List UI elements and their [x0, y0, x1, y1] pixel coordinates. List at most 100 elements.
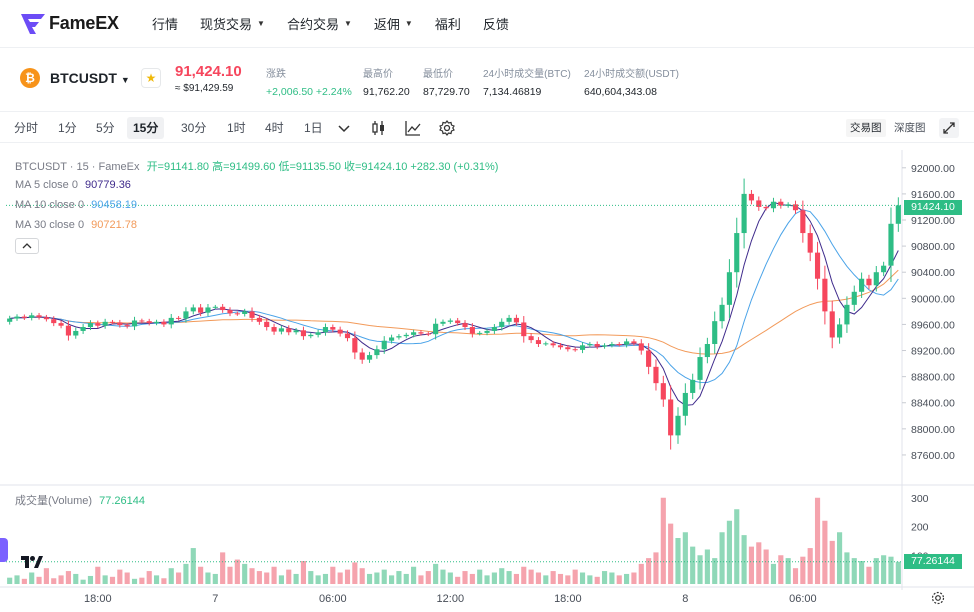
price-chart[interactable]: 87600.00 88000.00 88400.00 88800.00 89200.00… — [0, 150, 974, 612]
candlestick-type-icon[interactable] — [371, 120, 387, 136]
more-intervals-chevron-icon[interactable] — [336, 120, 352, 136]
chevron-down-icon: ▼ — [404, 19, 413, 28]
nav-item-rewards[interactable]: 福利 — [434, 17, 461, 32]
candle-body — [477, 332, 483, 334]
expand-icon — [943, 122, 955, 134]
price-tick-label: 92000.00 — [911, 163, 955, 175]
volume-bar — [565, 575, 571, 584]
volume-bar — [859, 561, 865, 584]
volume-bar — [315, 575, 321, 584]
indicator-chart-icon[interactable] — [405, 120, 421, 136]
volume-bar — [278, 575, 284, 584]
volume-bar — [308, 571, 314, 584]
nav-item-feedback[interactable]: 反馈 — [482, 17, 509, 32]
volume-bar — [176, 572, 182, 584]
chevron-down-icon: ▼ — [343, 19, 352, 28]
candle-body — [396, 336, 402, 338]
volume-tick-label: 300 — [911, 493, 929, 505]
volume-bar — [814, 497, 821, 584]
ma5-line — [9, 201, 899, 406]
candle-body — [822, 278, 828, 312]
volume-bar — [102, 575, 108, 584]
volume-bar — [609, 572, 615, 584]
volume-bar — [300, 561, 307, 584]
volume-bar — [837, 532, 843, 584]
candle-body — [609, 344, 615, 346]
volume-bar — [212, 573, 218, 584]
candle-body — [807, 233, 813, 253]
ma10-line — [9, 209, 899, 384]
volume-bar — [866, 566, 872, 584]
legend-title: BTCUSDT · 15 · FameEx — [15, 161, 140, 173]
volume-bar — [719, 532, 725, 584]
candle-body — [286, 328, 292, 333]
candle-body — [168, 317, 174, 325]
nav-item-spot[interactable]: 现货交易 ▼ — [200, 17, 265, 32]
tab-trading-chart[interactable]: 交易图 — [846, 119, 886, 137]
fullscreen-button[interactable] — [939, 118, 959, 138]
candle-body — [73, 330, 79, 336]
chart-settings-gear-icon[interactable] — [439, 120, 455, 136]
volume-bar — [543, 575, 549, 584]
candle-body — [176, 317, 182, 319]
volume-bar — [712, 558, 718, 584]
candle-body — [212, 306, 218, 308]
interval-15m[interactable]: 15分 — [127, 117, 165, 139]
volume-bar — [168, 568, 174, 584]
candle-body — [58, 323, 64, 326]
volume-bar — [447, 572, 453, 584]
chart-legend-ohlc: BTCUSDT · 15 · FameEx 开=91141.80 高=91499… — [15, 158, 498, 174]
candle-body — [734, 233, 740, 273]
candle-body — [690, 379, 696, 393]
volume-bar — [726, 520, 732, 584]
caret-down-icon: ▼ — [120, 75, 130, 85]
nav-item-market[interactable]: 行情 — [152, 17, 179, 32]
candle-body — [183, 311, 189, 319]
candle-body — [249, 311, 255, 318]
candle-body — [829, 311, 835, 338]
volume-bar — [418, 575, 424, 584]
favorite-star-icon[interactable]: ★ — [141, 68, 161, 88]
candle-body — [814, 252, 821, 279]
volume-bar — [528, 569, 534, 584]
brand-logo[interactable]: FameEX — [20, 13, 130, 35]
candle-body — [594, 344, 600, 347]
volume-bar — [131, 578, 138, 584]
interval-1d[interactable]: 1日 — [304, 121, 323, 135]
volume-bar — [374, 572, 380, 584]
tab-depth-chart[interactable]: 深度图 — [894, 122, 926, 134]
legend-ma30: MA 30 close 0 90721.78 — [15, 219, 138, 231]
legend-collapse-button[interactable] — [15, 238, 39, 254]
volume-bar — [631, 572, 637, 584]
candle-body — [528, 336, 534, 341]
interval-30m[interactable]: 30分 — [181, 121, 207, 135]
interval-5m[interactable]: 5分 — [96, 121, 115, 135]
ma30-line — [9, 269, 899, 355]
nav-item-rebate[interactable]: 返佣 ▼ — [373, 17, 413, 32]
volume-bar — [616, 575, 622, 584]
volume-bar — [366, 573, 373, 584]
side-drawer-tab[interactable] — [0, 538, 8, 562]
candle-body — [638, 343, 644, 351]
nav-item-futures[interactable]: 合约交易 ▼ — [286, 17, 352, 32]
interval-4h[interactable]: 4时 — [265, 121, 284, 135]
volume-bar — [800, 556, 806, 584]
symbol-selector[interactable]: BTCUSDT ▼ — [50, 70, 130, 86]
legend-ma5: MA 5 close 0 90779.36 — [15, 179, 131, 191]
volume-bar — [668, 523, 674, 584]
volume-bar — [359, 568, 365, 584]
time-tick-label: 12:00 — [437, 593, 465, 605]
stat-high: 最高价 91,762.20 — [363, 69, 410, 98]
volume-bar — [109, 576, 116, 584]
time-axis-settings-icon[interactable] — [930, 590, 946, 606]
candle-body — [95, 323, 101, 326]
candle-body — [697, 357, 703, 380]
candle-body — [315, 332, 321, 335]
interval-1m[interactable]: 1分 — [58, 121, 77, 135]
volume-bar — [65, 571, 71, 584]
ticker-bar: ₿ BTCUSDT ▼ ★ 91,424.10 ≈ $91,429.59 涨跌 +… — [0, 55, 974, 103]
volume-bar — [205, 572, 211, 584]
volume-bar — [198, 566, 204, 584]
interval-1h[interactable]: 1时 — [227, 121, 246, 135]
interval-time[interactable]: 分时 — [14, 121, 39, 135]
